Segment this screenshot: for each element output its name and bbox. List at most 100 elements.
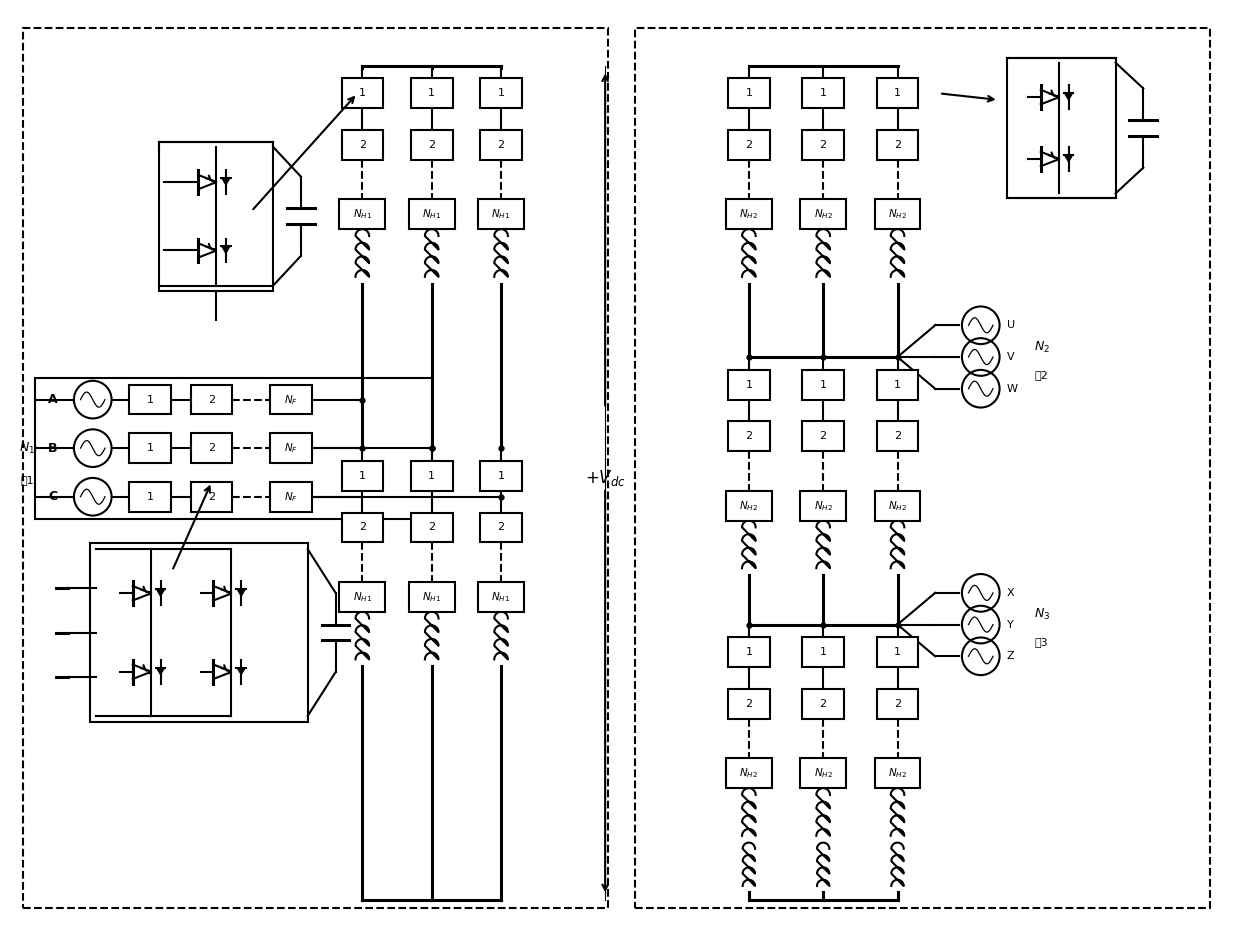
Text: 2: 2	[894, 699, 901, 709]
Bar	[802, 421, 844, 451]
Bar	[800, 490, 846, 520]
Text: $N_{H1}$: $N_{H1}$	[491, 590, 511, 603]
Bar	[728, 130, 770, 160]
Text: 2: 2	[497, 140, 505, 149]
Text: 端3: 端3	[1034, 637, 1048, 647]
Bar	[725, 490, 771, 520]
Bar	[129, 433, 171, 463]
Text: 1: 1	[745, 647, 753, 658]
Bar	[479, 582, 525, 612]
Text: 1: 1	[146, 394, 154, 404]
Text: $N_2$: $N_2$	[1034, 340, 1050, 355]
Text: 1: 1	[894, 89, 901, 98]
Bar	[877, 370, 919, 400]
Bar	[728, 370, 770, 400]
Text: $N_1$: $N_1$	[20, 441, 36, 456]
Text: $N_{H2}$: $N_{H2}$	[888, 766, 906, 780]
Text: $N_{H2}$: $N_{H2}$	[739, 766, 759, 780]
Bar	[409, 582, 455, 612]
Text: 2: 2	[745, 432, 753, 441]
Bar	[159, 142, 273, 290]
Text: $N_{H2}$: $N_{H2}$	[739, 207, 759, 221]
Text: $N_3$: $N_3$	[1034, 607, 1050, 622]
Bar	[129, 385, 171, 415]
Bar	[89, 544, 308, 722]
Text: 2: 2	[208, 394, 216, 404]
Text: 2: 2	[428, 140, 435, 149]
Text: B: B	[48, 442, 58, 455]
Bar	[728, 78, 770, 108]
Text: 2: 2	[894, 432, 901, 441]
Text: U: U	[1007, 320, 1014, 331]
Text: W: W	[1007, 384, 1018, 394]
Bar	[728, 421, 770, 451]
Bar	[877, 78, 919, 108]
Bar	[340, 199, 386, 229]
Text: 1: 1	[146, 443, 154, 453]
Text: $N_F$: $N_F$	[284, 489, 298, 503]
Text: 1: 1	[820, 380, 827, 389]
Bar	[874, 758, 920, 788]
Bar	[728, 638, 770, 667]
Bar	[340, 582, 386, 612]
Bar	[409, 199, 455, 229]
Text: 2: 2	[428, 522, 435, 532]
Text: Z: Z	[1007, 651, 1014, 661]
Text: 2: 2	[820, 432, 827, 441]
Text: 2: 2	[894, 140, 901, 149]
Bar	[129, 482, 171, 512]
Bar	[877, 638, 919, 667]
Text: $+V_{dc}$: $+V_{dc}$	[585, 468, 626, 488]
Text: 1: 1	[894, 647, 901, 658]
Text: 2: 2	[820, 699, 827, 709]
Text: 端1: 端1	[21, 474, 35, 485]
Text: $N_F$: $N_F$	[284, 392, 298, 406]
Text: 2: 2	[497, 522, 505, 532]
Text: $N_{H2}$: $N_{H2}$	[888, 207, 906, 221]
Bar	[341, 461, 383, 490]
Bar	[24, 28, 608, 908]
Text: 2: 2	[208, 491, 216, 502]
Polygon shape	[221, 247, 231, 255]
Bar	[480, 130, 522, 160]
Text: 1: 1	[894, 380, 901, 389]
Text: 2: 2	[358, 140, 366, 149]
Bar	[800, 758, 846, 788]
Bar	[410, 513, 453, 543]
Text: 1: 1	[745, 89, 753, 98]
Bar	[635, 28, 1210, 908]
Bar	[877, 689, 919, 719]
Text: 2: 2	[745, 140, 753, 149]
Bar	[725, 758, 771, 788]
Bar	[341, 78, 383, 108]
Bar	[191, 385, 232, 415]
Bar	[728, 689, 770, 719]
Text: $N_{H2}$: $N_{H2}$	[888, 499, 906, 513]
Bar	[874, 199, 920, 229]
Polygon shape	[1064, 92, 1074, 101]
Text: A: A	[48, 393, 58, 406]
Bar	[191, 433, 232, 463]
Bar	[877, 421, 919, 451]
Text: 1: 1	[358, 471, 366, 481]
Text: 1: 1	[358, 89, 366, 98]
Text: 1: 1	[745, 380, 753, 389]
Bar	[191, 482, 232, 512]
Bar	[802, 689, 844, 719]
Text: $N_{H2}$: $N_{H2}$	[813, 766, 833, 780]
Bar	[480, 513, 522, 543]
Polygon shape	[221, 177, 231, 186]
Text: 2: 2	[208, 443, 216, 453]
Bar	[341, 513, 383, 543]
Text: 2: 2	[358, 522, 366, 532]
Bar	[480, 78, 522, 108]
Bar	[802, 370, 844, 400]
Bar	[480, 461, 522, 490]
Text: 1: 1	[820, 89, 827, 98]
Bar	[410, 130, 453, 160]
Text: 1: 1	[428, 471, 435, 481]
Bar	[270, 433, 311, 463]
Text: $N_{H1}$: $N_{H1}$	[491, 207, 511, 221]
Text: V: V	[1007, 352, 1014, 362]
Text: X: X	[1007, 587, 1014, 598]
